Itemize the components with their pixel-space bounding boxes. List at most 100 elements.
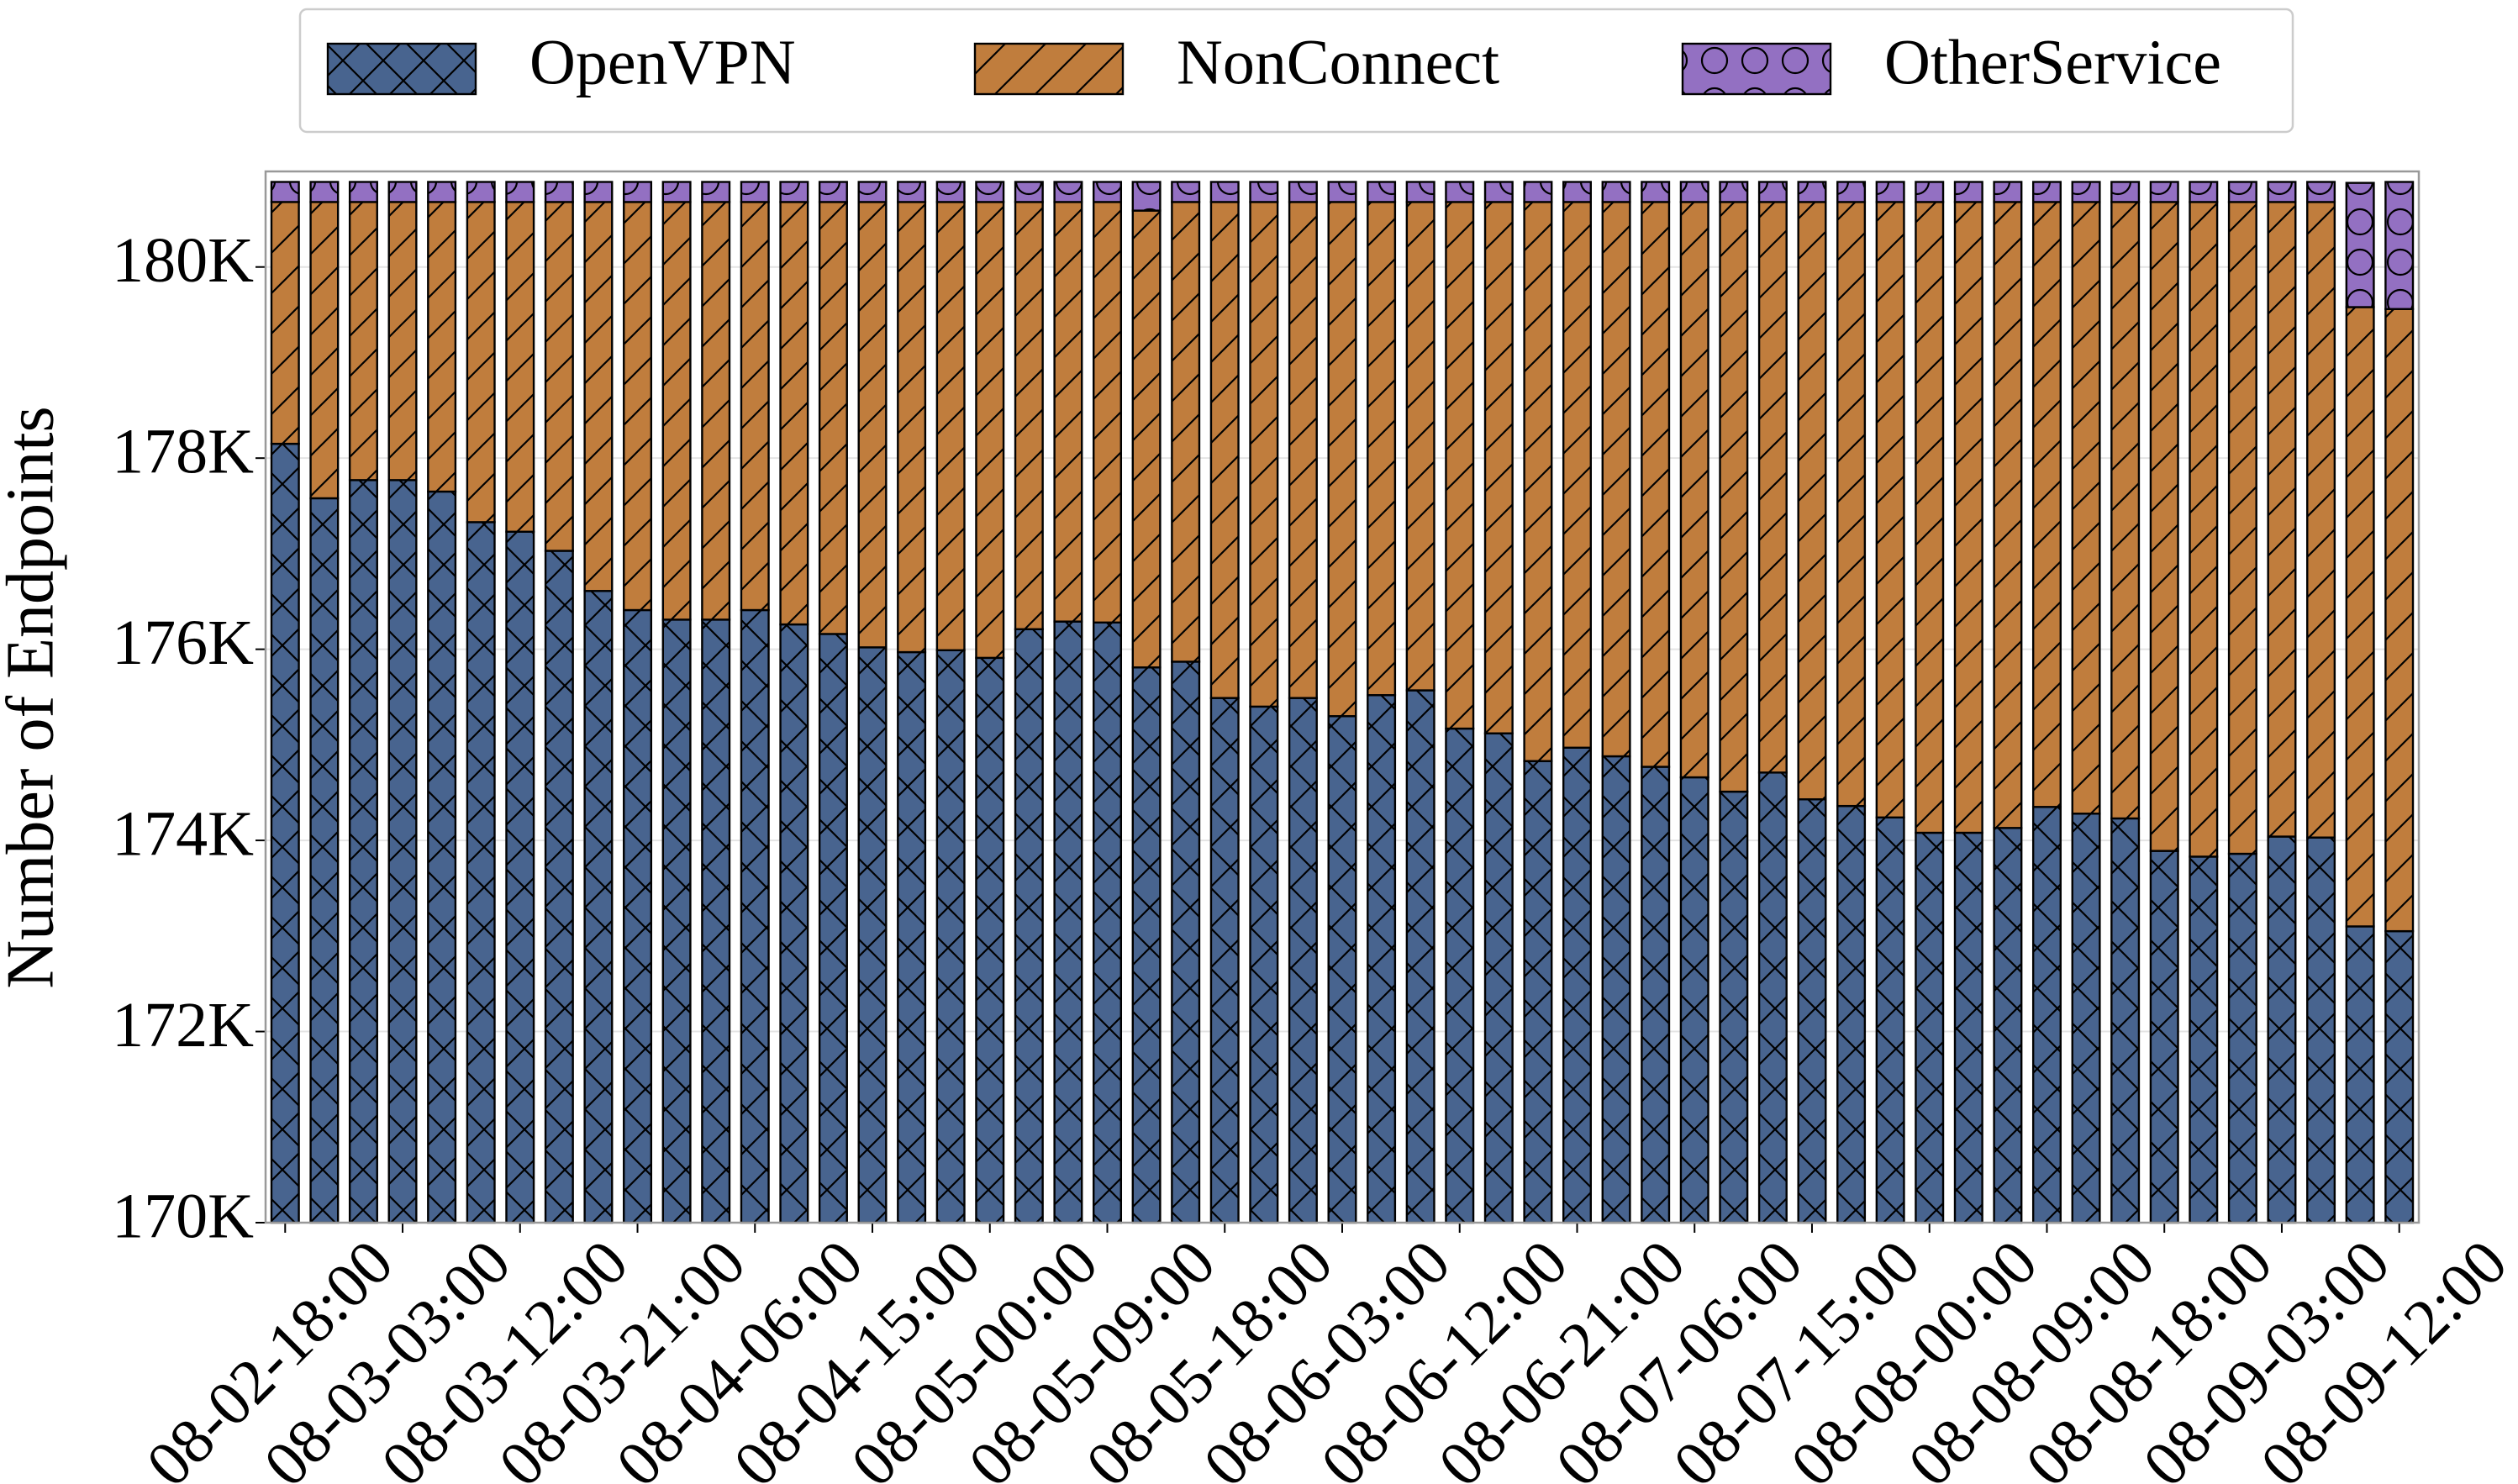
bar-segment (818, 181, 848, 203)
bar-segment (1367, 181, 1397, 203)
bar-segment (387, 479, 418, 1224)
bar-segment (1171, 181, 1201, 203)
bar-segment (466, 181, 496, 203)
bar-segment (427, 490, 457, 1224)
legend-label: OpenVPN (529, 27, 796, 97)
bar-segment (387, 181, 418, 203)
bar-segment (1014, 181, 1044, 203)
bar-segment (583, 590, 614, 1224)
legend-label: NonConnect (1177, 27, 1499, 97)
bar-segment (1483, 181, 1514, 203)
bar-segment (2345, 182, 2375, 308)
bar-segment (2149, 201, 2179, 852)
bar-segment (1679, 201, 1709, 779)
bar-segment (2227, 181, 2257, 203)
bar-segment (1209, 181, 1240, 203)
bar-segment (309, 497, 340, 1224)
bar-segment (897, 201, 927, 654)
bar-segment (427, 201, 457, 493)
bar-segment (2071, 181, 2101, 203)
bar-segment (1249, 181, 1279, 203)
bar-segment (701, 181, 731, 203)
bar-segment (2110, 817, 2141, 1224)
bar-segment (1053, 201, 1083, 623)
bar-segment (2306, 201, 2336, 839)
bar-segment (1131, 209, 1162, 669)
bar-segment (1641, 201, 1671, 768)
bar-segment (1053, 181, 1083, 203)
bar-segment (466, 201, 496, 524)
bar-segment (1483, 201, 1514, 734)
bar-segment (1875, 181, 1905, 203)
bar-segment (583, 201, 614, 592)
bar-segment (1249, 705, 1279, 1224)
bar-segment (1836, 804, 1867, 1224)
bar-segment (1523, 181, 1553, 203)
bar-segment (348, 201, 378, 482)
bar-segment (1562, 201, 1592, 749)
bar-segment (2306, 181, 2336, 203)
legend-swatch (973, 42, 1125, 96)
bar-segment (779, 181, 809, 203)
bar-segment (2071, 813, 2101, 1224)
bar-segment (935, 649, 966, 1224)
bar-segment (1797, 797, 1827, 1224)
bar-segment (1445, 181, 1475, 203)
bar-segment (1562, 746, 1592, 1224)
bar-segment (1171, 201, 1201, 663)
bar-segment (1757, 771, 1788, 1224)
bar-segment (505, 201, 535, 533)
plot-frame (264, 170, 2421, 1224)
bar-segment (1679, 776, 1709, 1224)
y-tick-label: 172K (112, 990, 254, 1060)
bar-segment (1953, 201, 1983, 834)
bar-segment (1719, 181, 1749, 203)
bar-segment (270, 442, 300, 1224)
bar-segment (1993, 181, 2023, 203)
bar-segment (1093, 181, 1123, 203)
bar-segment (2345, 306, 2375, 928)
bar-segment (583, 181, 614, 203)
bar-segment (1719, 201, 1749, 793)
bar-segment (1093, 201, 1123, 624)
y-axis-label: Number of Endpoints (0, 406, 67, 988)
bar-segment (1719, 790, 1749, 1224)
bar-segment (2227, 201, 2257, 855)
bar-segment (1523, 760, 1553, 1224)
bar-segment (2267, 201, 2297, 838)
bar-segment (701, 201, 731, 621)
bar-segment (2267, 835, 2297, 1224)
bar-segment (1523, 201, 1553, 762)
bar-segment (857, 646, 888, 1224)
bar-segment (1209, 201, 1240, 699)
bar-segment (1327, 715, 1357, 1224)
bar-segment (1093, 621, 1123, 1224)
bar-segment (1405, 689, 1435, 1224)
bar-segment (427, 181, 457, 203)
bar-segment (309, 181, 340, 203)
bar-segment (1288, 201, 1318, 699)
legend-swatch (1681, 42, 1832, 96)
bar-segment (1601, 201, 1631, 758)
bar-segment (2149, 850, 2179, 1224)
bar-segment (387, 201, 418, 482)
bar-segment (1875, 201, 1905, 818)
bar-segment (1367, 201, 1397, 697)
bar-segment (1014, 628, 1044, 1224)
bar-segment (2110, 201, 2141, 820)
y-tick-label: 170K (112, 1181, 254, 1251)
bar-segment (2189, 855, 2219, 1224)
bar-segment (1445, 201, 1475, 730)
bar-segment (270, 201, 300, 445)
bar-segment (2345, 925, 2375, 1224)
bar-segment (2031, 806, 2062, 1224)
y-tick-label: 174K (112, 799, 254, 870)
bar-segment (1288, 697, 1318, 1224)
bar-segment (1014, 201, 1044, 630)
legend-swatch (326, 42, 477, 96)
bar-segment (2384, 308, 2415, 933)
bar-segment (2149, 181, 2179, 203)
bar-segment (505, 181, 535, 203)
bar-segment (1915, 181, 1945, 203)
bar-segment (1327, 201, 1357, 718)
